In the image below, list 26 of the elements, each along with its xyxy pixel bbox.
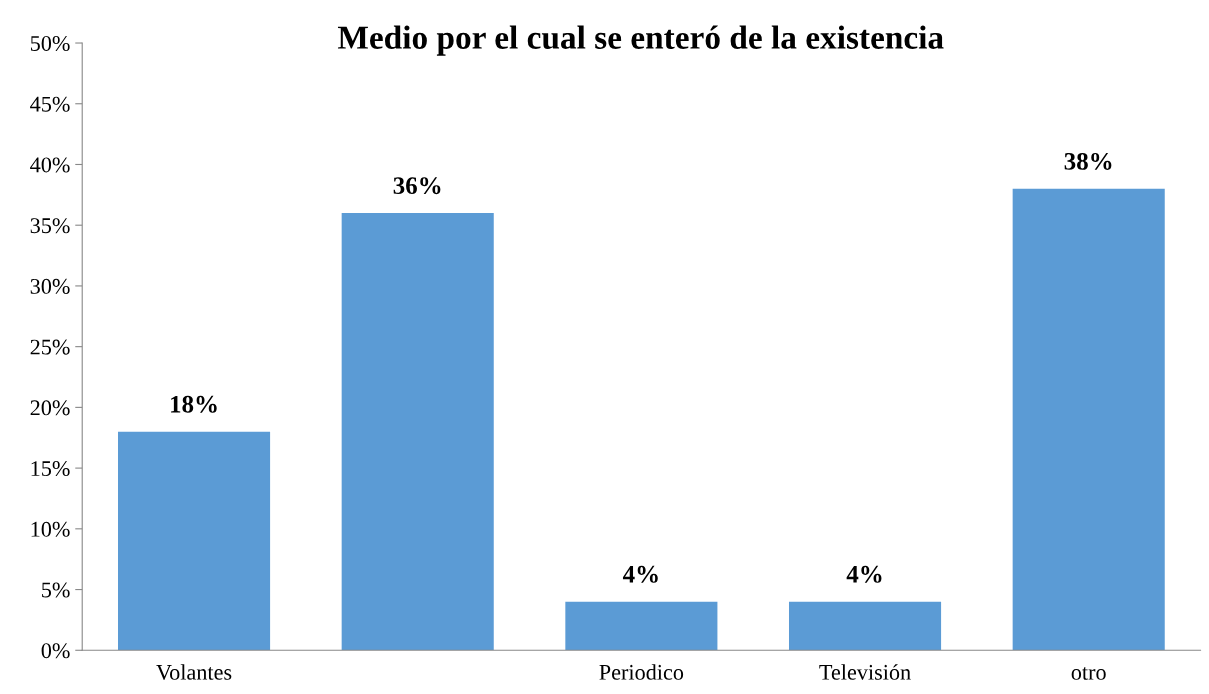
y-tick-label: 15%: [31, 461, 70, 477]
y-tick-label: 40%: [30, 157, 70, 173]
bar: [1012, 188, 1165, 651]
y-tick-label: 35%: [30, 218, 70, 234]
y-tick-label: 10%: [31, 521, 70, 537]
x-tick-label: Televisión: [819, 664, 911, 680]
data-label: 36%: [393, 177, 441, 195]
data-label: 4%: [846, 565, 882, 583]
y-tick-label: 20%: [30, 400, 70, 416]
bar: [788, 601, 942, 651]
y-tick-label: 50%: [30, 35, 70, 52]
y-tick-label: 45%: [30, 96, 70, 112]
x-tick-label: Periodico: [599, 664, 684, 680]
y-tick-label: 0%: [41, 643, 70, 659]
bar: [341, 213, 494, 651]
y-tick-label: 25%: [30, 339, 70, 355]
chart-title: Medio por el cual se enteró de la existencia: [337, 25, 944, 56]
data-label: 38%: [1064, 152, 1112, 170]
bar: [118, 431, 271, 651]
y-tick-label: 30%: [30, 278, 70, 294]
data-label: 18%: [171, 395, 217, 413]
y-tick-label: 5%: [42, 582, 70, 598]
data-label: 4%: [622, 565, 658, 583]
x-tick-label: otro: [1071, 667, 1106, 680]
bar: [565, 601, 718, 651]
x-tick-label: Volantes: [156, 664, 232, 680]
